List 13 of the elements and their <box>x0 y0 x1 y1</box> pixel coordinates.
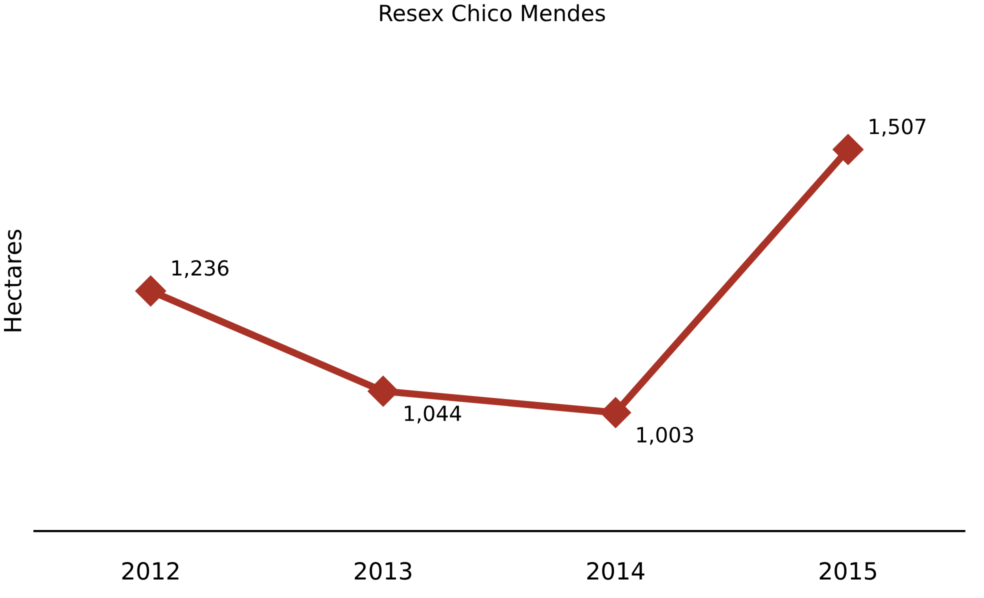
x-tick-label: 2012 <box>122 562 178 580</box>
point <box>600 397 632 428</box>
y-axis-title: Hectares <box>4 230 22 332</box>
data-label: 1,236 <box>172 260 228 278</box>
data-label: 1,044 <box>404 405 462 424</box>
point <box>135 276 166 306</box>
data-label: 1,003 <box>637 426 694 445</box>
x-tick-label: 2015 <box>820 562 876 580</box>
data-label: 1,507 <box>870 118 926 136</box>
chart-title: Resex Chico Mendes <box>380 4 605 22</box>
point <box>832 134 864 165</box>
x-tick-label: 2013 <box>354 562 412 580</box>
x-tick-label: 2014 <box>587 562 644 580</box>
